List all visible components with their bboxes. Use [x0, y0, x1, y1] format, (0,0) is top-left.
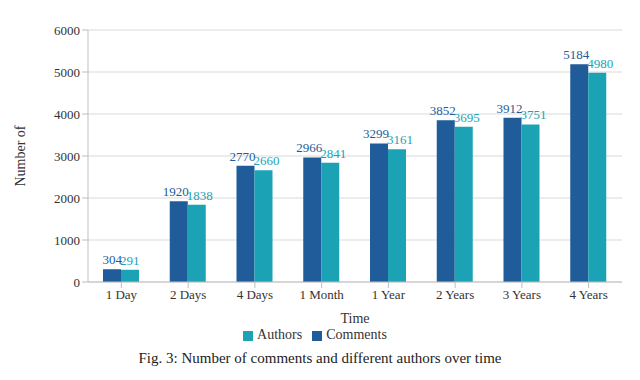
- svg-text:291: 291: [120, 253, 140, 268]
- svg-text:2966: 2966: [296, 140, 323, 155]
- svg-text:5000: 5000: [54, 65, 80, 80]
- svg-text:1 Day: 1 Day: [106, 287, 138, 302]
- html-text:Comments: Comments: [326, 327, 387, 342]
- svg-text:1 Year: 1 Year: [372, 287, 406, 302]
- svg-text:3299: 3299: [363, 126, 389, 141]
- svg-text:3695: 3695: [454, 110, 480, 125]
- svg-text:3000: 3000: [54, 149, 80, 164]
- html-text:Authors: Authors: [257, 327, 303, 342]
- svg-text:Number of: Number of: [13, 125, 28, 186]
- svg-text:3912: 3912: [497, 101, 523, 116]
- svg-text:4980: 4980: [587, 56, 613, 71]
- svg-text:6000: 6000: [54, 23, 80, 38]
- svg-text:3852: 3852: [430, 103, 456, 118]
- svg-text:3751: 3751: [521, 107, 547, 122]
- svg-text:4 Years: 4 Years: [569, 287, 607, 302]
- html-text:Fig. 3: Number of comments and: Fig. 3: Number of comments and different…: [138, 350, 502, 366]
- svg-text:4000: 4000: [54, 107, 80, 122]
- svg-text:1000: 1000: [54, 233, 80, 248]
- svg-text:2841: 2841: [320, 146, 346, 161]
- svg-text:2 Years: 2 Years: [436, 287, 474, 302]
- svg-text:1920: 1920: [163, 184, 189, 199]
- svg-text:3 Years: 3 Years: [503, 287, 541, 302]
- svg-text:2000: 2000: [54, 191, 80, 206]
- svg-text:3161: 3161: [387, 132, 413, 147]
- svg-text:2 Days: 2 Days: [170, 287, 206, 302]
- svg-text:5184: 5184: [563, 47, 590, 62]
- svg-text:1838: 1838: [187, 188, 213, 203]
- svg-text:2660: 2660: [254, 153, 280, 168]
- svg-text:1 Month: 1 Month: [299, 287, 344, 302]
- svg-text:304: 304: [102, 252, 122, 268]
- svg-text:4 Days: 4 Days: [237, 287, 273, 302]
- svg-text:0: 0: [74, 275, 81, 290]
- svg-text:Time: Time: [340, 311, 369, 326]
- svg-text:2770: 2770: [230, 149, 256, 164]
